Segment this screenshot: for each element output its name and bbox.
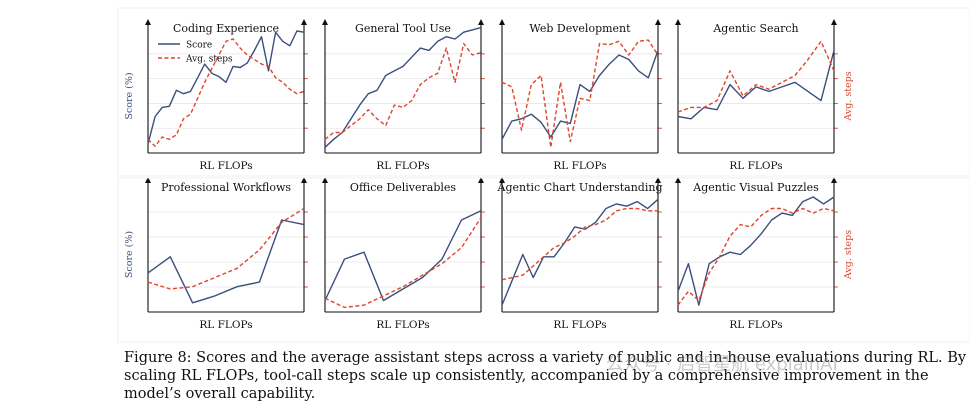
right-axis-arrow-icon bbox=[301, 19, 307, 25]
chart-panel: Professional Workflows RL FLOPs Score (%) bbox=[124, 177, 308, 331]
chart-panel: Agentic Search RL FLOPs Avg. steps bbox=[675, 19, 854, 172]
y-axis-arrow-icon bbox=[322, 177, 328, 183]
figure-caption: Figure 8: Scores and the average assista… bbox=[124, 350, 967, 402]
right-axis-arrow-icon bbox=[655, 19, 661, 25]
chart-title: Agentic Chart Understanding bbox=[497, 181, 663, 194]
x-axis-label: RL FLOPs bbox=[199, 319, 252, 331]
right-axis-arrow-icon bbox=[301, 177, 307, 183]
y-axis-arrow-icon bbox=[322, 19, 328, 25]
row-frame bbox=[117, 7, 970, 177]
figure-chart-grid: Coding Experience RL FLOPs Score (%) Score A… bbox=[117, 7, 970, 343]
y-axis-label: Score (%) bbox=[124, 72, 135, 119]
x-axis-label: RL FLOPs bbox=[199, 160, 252, 172]
score-series-line bbox=[147, 219, 305, 304]
right-axis-arrow-icon bbox=[478, 19, 484, 25]
right-axis-arrow-icon bbox=[655, 177, 661, 183]
y-axis-arrow-icon bbox=[499, 19, 505, 25]
score-series-line bbox=[501, 198, 659, 306]
avg-steps-series-line bbox=[501, 207, 658, 281]
y2-axis-label: Avg. steps bbox=[843, 230, 854, 280]
avg-steps-series-line bbox=[677, 40, 835, 113]
chart-title: Web Development bbox=[529, 22, 631, 35]
x-axis-label: RL FLOPs bbox=[376, 160, 429, 172]
y-axis-arrow-icon bbox=[145, 19, 151, 25]
chart-title: General Tool Use bbox=[355, 22, 451, 35]
score-series-line bbox=[324, 26, 482, 148]
chart-panel: Office Deliverables RL FLOPs bbox=[322, 177, 485, 331]
chart-panel: Coding Experience RL FLOPs Score (%) Score A… bbox=[124, 19, 308, 172]
x-axis-label: RL FLOPs bbox=[553, 319, 606, 331]
x-axis-label: RL FLOPs bbox=[553, 160, 606, 172]
score-series-line bbox=[147, 30, 305, 145]
row-frame bbox=[117, 177, 970, 343]
avg-steps-series-line bbox=[147, 38, 305, 147]
legend-label: Score bbox=[186, 41, 212, 51]
score-series-line bbox=[501, 50, 659, 140]
legend-label: Avg. steps bbox=[185, 55, 233, 65]
chart-title: Agentic Visual Puzzles bbox=[692, 181, 819, 194]
avg-steps-series-line bbox=[324, 217, 482, 309]
avg-steps-series-line bbox=[324, 42, 482, 140]
y-axis-arrow-icon bbox=[499, 177, 505, 183]
y-axis-arrow-icon bbox=[675, 19, 681, 25]
chart-panel: Agentic Visual Puzzles RL FLOPs Avg. steps bbox=[675, 177, 854, 331]
x-axis-label: RL FLOPs bbox=[729, 160, 782, 172]
chart-title: Professional Workflows bbox=[161, 181, 291, 194]
y2-axis-label: Avg. steps bbox=[843, 71, 854, 121]
avg-steps-series-line bbox=[501, 39, 659, 149]
chart-title: Agentic Search bbox=[712, 22, 798, 35]
x-axis-label: RL FLOPs bbox=[729, 319, 782, 331]
chart-title: Office Deliverables bbox=[350, 181, 456, 194]
chart-title: Coding Experience bbox=[173, 22, 279, 35]
right-axis-arrow-icon bbox=[478, 177, 484, 183]
avg-steps-series-line bbox=[677, 207, 835, 306]
chart-panel: General Tool Use RL FLOPs bbox=[322, 19, 485, 172]
y-axis-label: Score (%) bbox=[124, 231, 135, 278]
right-axis-arrow-icon bbox=[831, 177, 837, 183]
score-series-line bbox=[324, 210, 482, 302]
y-axis-arrow-icon bbox=[145, 177, 151, 183]
y-axis-arrow-icon bbox=[675, 177, 681, 183]
avg-steps-series-line bbox=[147, 207, 305, 290]
x-axis-label: RL FLOPs bbox=[376, 319, 429, 331]
score-series-line bbox=[677, 196, 835, 306]
chart-panel: Agentic Chart Understanding RL FLOPs bbox=[497, 177, 663, 331]
right-axis-arrow-icon bbox=[831, 19, 837, 25]
chart-panel: Web Development RL FLOPs bbox=[499, 19, 662, 172]
